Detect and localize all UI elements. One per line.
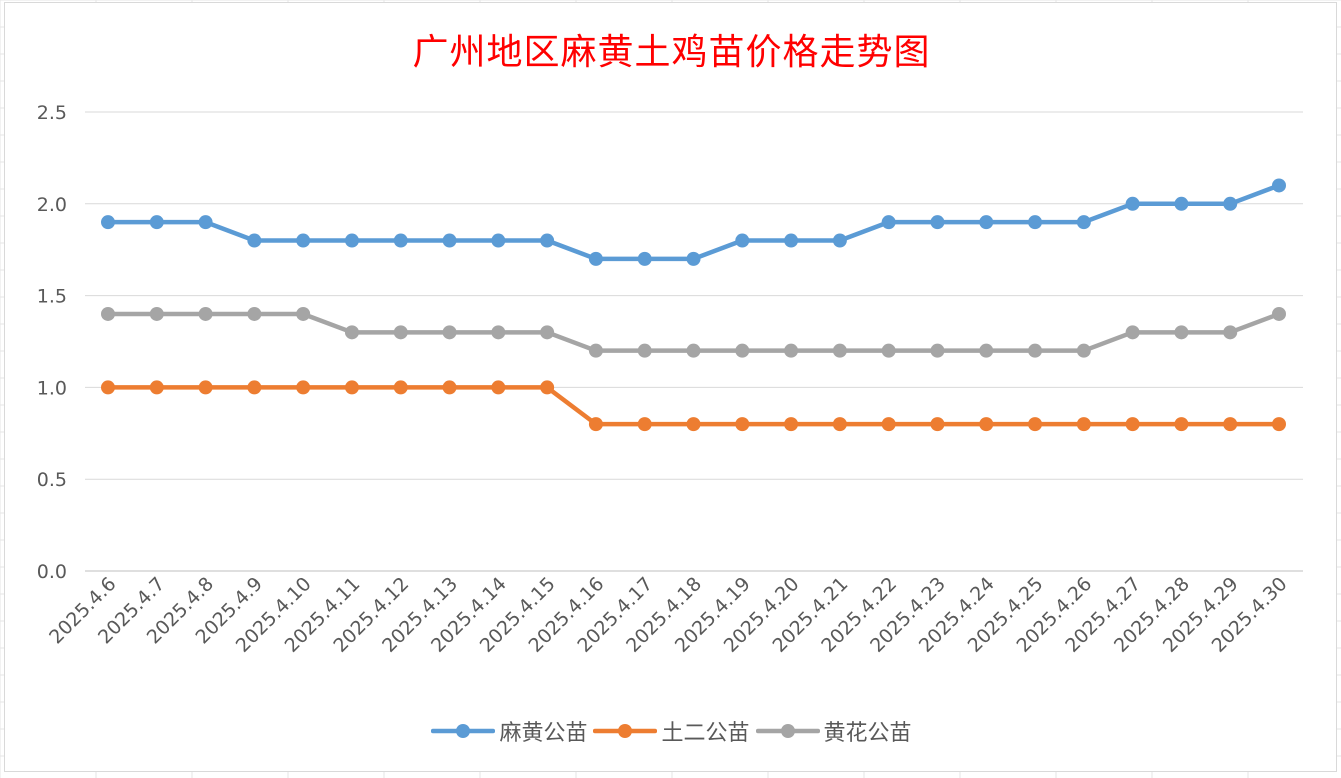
data-point[interactable] [1125, 325, 1140, 340]
y-tick-label: 1.5 [37, 286, 67, 308]
data-point[interactable] [588, 251, 603, 266]
data-point[interactable] [296, 233, 311, 248]
data-point[interactable] [1223, 325, 1238, 340]
legend-item[interactable]: 麻黄公苗 [431, 715, 587, 747]
legend-item[interactable]: 黄花公苗 [755, 715, 912, 747]
legend-label: 土二公苗 [661, 721, 750, 746]
data-point[interactable] [637, 417, 652, 432]
data-point[interactable] [1125, 417, 1140, 432]
data-point[interactable] [784, 417, 799, 432]
data-point[interactable] [247, 233, 262, 248]
data-point[interactable] [686, 343, 701, 358]
data-point[interactable] [930, 215, 945, 230]
data-point[interactable] [149, 380, 164, 395]
data-point[interactable] [149, 215, 164, 230]
data-point[interactable] [784, 343, 799, 358]
data-point[interactable] [1028, 343, 1043, 358]
data-point[interactable] [393, 325, 408, 340]
data-point[interactable] [735, 343, 750, 358]
data-point[interactable] [1223, 417, 1238, 432]
data-point[interactable] [442, 380, 457, 395]
series-line-1[interactable] [105, 183, 1282, 262]
data-point[interactable] [198, 380, 213, 395]
y-tick-label: 0.5 [37, 469, 67, 491]
data-point[interactable] [784, 233, 799, 248]
y-tick-label: 2.0 [37, 194, 67, 216]
legend-label: 麻黄公苗 [499, 721, 588, 746]
chart-title: 广州地区麻黄土鸡苗价格走势图 [412, 32, 931, 73]
data-point[interactable] [588, 343, 603, 358]
data-point[interactable] [247, 380, 262, 395]
data-point[interactable] [296, 306, 311, 321]
data-point[interactable] [1174, 325, 1189, 340]
data-point[interactable] [832, 417, 847, 432]
data-point[interactable] [1174, 196, 1189, 211]
data-point[interactable] [979, 215, 994, 230]
legend-swatch [593, 724, 658, 738]
data-point[interactable] [149, 306, 164, 321]
data-point[interactable] [979, 417, 994, 432]
data-point[interactable] [1272, 306, 1286, 321]
data-point[interactable] [881, 215, 896, 230]
y-tick-label: 0.0 [37, 561, 67, 583]
data-point[interactable] [637, 251, 652, 266]
data-point[interactable] [930, 343, 945, 358]
data-point[interactable] [1076, 417, 1091, 432]
data-point[interactable] [1272, 417, 1286, 432]
data-point[interactable] [637, 343, 652, 358]
data-point[interactable] [344, 380, 359, 395]
data-point[interactable] [442, 233, 457, 248]
data-point[interactable] [735, 417, 750, 432]
data-point[interactable] [881, 417, 896, 432]
data-point[interactable] [686, 251, 701, 266]
data-point[interactable] [1223, 196, 1238, 211]
data-point[interactable] [832, 233, 847, 248]
y-tick-label: 1.0 [37, 377, 67, 399]
data-point[interactable] [1272, 178, 1286, 193]
data-point[interactable] [588, 417, 603, 432]
data-point[interactable] [442, 325, 457, 340]
data-point[interactable] [1076, 215, 1091, 230]
data-point[interactable] [686, 417, 701, 432]
data-point[interactable] [393, 233, 408, 248]
data-point[interactable] [198, 306, 213, 321]
data-point[interactable] [296, 380, 311, 395]
data-point[interactable] [1076, 343, 1091, 358]
y-tick-label: 2.5 [37, 102, 67, 124]
data-point[interactable] [881, 343, 896, 358]
data-point[interactable] [540, 233, 555, 248]
data-point[interactable] [101, 306, 115, 321]
legend-swatch [431, 724, 496, 738]
data-point[interactable] [198, 215, 213, 230]
data-point[interactable] [735, 233, 750, 248]
data-point[interactable] [979, 343, 994, 358]
data-point[interactable] [393, 380, 408, 395]
data-point[interactable] [247, 306, 262, 321]
data-point[interactable] [540, 325, 555, 340]
data-point[interactable] [1028, 215, 1043, 230]
legend-swatch [755, 724, 820, 738]
data-point[interactable] [101, 380, 115, 395]
data-point[interactable] [344, 233, 359, 248]
legend[interactable]: 麻黄公苗 土二公苗 黄花公苗 [5, 715, 1338, 747]
data-point[interactable] [1174, 417, 1189, 432]
legend-label: 黄花公苗 [823, 721, 912, 746]
data-point[interactable] [540, 380, 555, 395]
chart-area[interactable]: 广州地区麻黄土鸡苗价格走势图 0.0 0.5 1.0 1.5 2.0 2.5 2025.4.… [4, 2, 1337, 772]
data-point[interactable] [344, 325, 359, 340]
data-point[interactable] [491, 325, 506, 340]
data-point[interactable] [1028, 417, 1043, 432]
data-point[interactable] [491, 380, 506, 395]
legend-item[interactable]: 土二公苗 [593, 715, 750, 747]
data-point[interactable] [1125, 196, 1140, 211]
data-point[interactable] [930, 417, 945, 432]
data-point[interactable] [101, 215, 115, 230]
data-point[interactable] [491, 233, 506, 248]
data-point[interactable] [832, 343, 847, 358]
plot-area: 0.00.51.01.52.02.52025.4.62025.4.72025.4… [37, 102, 1303, 657]
